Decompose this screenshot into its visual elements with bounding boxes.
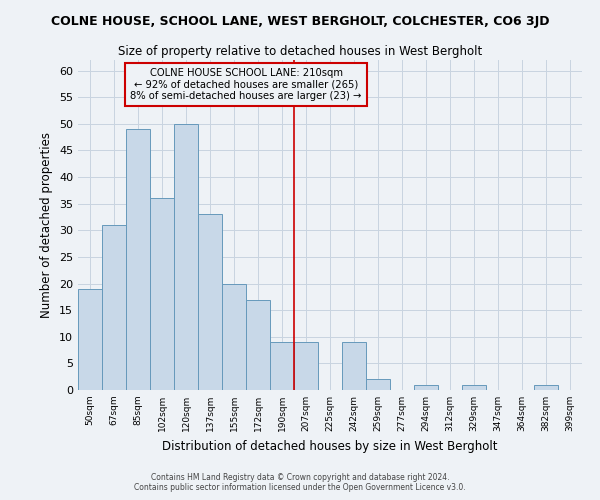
Text: COLNE HOUSE, SCHOOL LANE, WEST BERGHOLT, COLCHESTER, CO6 3JD: COLNE HOUSE, SCHOOL LANE, WEST BERGHOLT,… xyxy=(51,15,549,28)
Bar xyxy=(366,380,390,390)
Bar xyxy=(198,214,222,390)
Bar xyxy=(342,342,366,390)
Bar xyxy=(78,289,102,390)
Bar xyxy=(534,384,558,390)
Text: Contains HM Land Registry data © Crown copyright and database right 2024.
Contai: Contains HM Land Registry data © Crown c… xyxy=(134,473,466,492)
Bar xyxy=(414,384,438,390)
Bar xyxy=(294,342,318,390)
Bar xyxy=(462,384,486,390)
X-axis label: Distribution of detached houses by size in West Bergholt: Distribution of detached houses by size … xyxy=(162,440,498,452)
Bar xyxy=(222,284,246,390)
Bar xyxy=(102,225,126,390)
Bar xyxy=(126,129,150,390)
Bar xyxy=(246,300,270,390)
Y-axis label: Number of detached properties: Number of detached properties xyxy=(40,132,53,318)
Bar xyxy=(150,198,174,390)
Bar xyxy=(174,124,198,390)
Text: Size of property relative to detached houses in West Bergholt: Size of property relative to detached ho… xyxy=(118,45,482,58)
Text: COLNE HOUSE SCHOOL LANE: 210sqm
← 92% of detached houses are smaller (265)
8% of: COLNE HOUSE SCHOOL LANE: 210sqm ← 92% of… xyxy=(130,68,362,101)
Bar xyxy=(270,342,294,390)
